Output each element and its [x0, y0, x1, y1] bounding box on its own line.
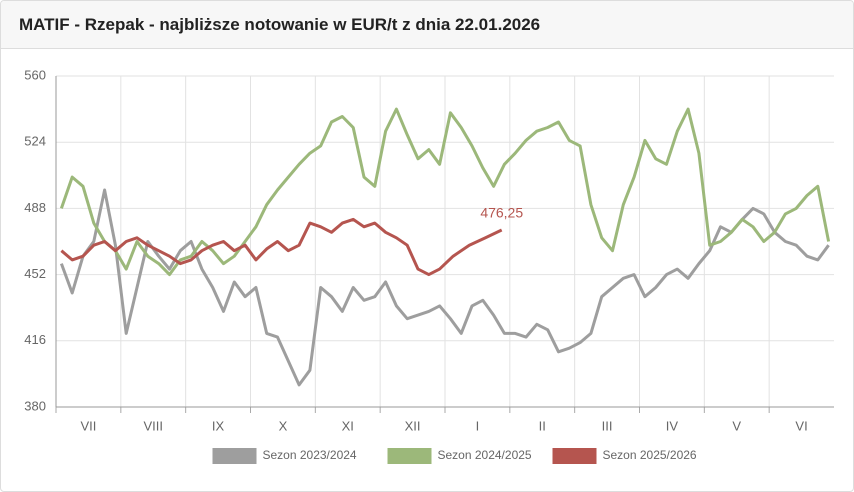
x-tick-label: IX	[212, 418, 225, 433]
legend-label: Sezon 2023/2024	[263, 448, 357, 462]
legend-swatch	[387, 448, 432, 464]
y-tick-label: 452	[24, 266, 46, 281]
x-tick-label: IV	[666, 418, 679, 433]
annotation: 476,25	[480, 205, 523, 221]
legend-label: Sezon 2024/2025	[438, 448, 532, 462]
x-tick-label: I	[476, 418, 480, 433]
legend-swatch	[552, 448, 597, 464]
x-tick-label: III	[602, 418, 613, 433]
x-tick-label: X	[279, 418, 288, 433]
y-tick-label: 524	[24, 134, 46, 149]
x-tick-label: VII	[80, 418, 96, 433]
x-tick-label: V	[732, 418, 741, 433]
y-tick-label: 416	[24, 332, 46, 347]
x-tick-label: XII	[405, 418, 421, 433]
card-title: MATIF - Rzepak - najbliższe notowanie w …	[1, 1, 853, 49]
series-line	[59, 188, 830, 387]
legend-swatch	[212, 448, 257, 464]
x-tick-label: VI	[795, 418, 807, 433]
y-tick-label: 380	[24, 398, 46, 413]
series-line	[60, 217, 503, 277]
x-tick-label: II	[539, 418, 546, 433]
legend-label: Sezon 2025/2026	[603, 448, 697, 462]
y-tick-label: 560	[24, 67, 46, 82]
y-tick-label: 488	[24, 200, 46, 215]
x-tick-label: XI	[342, 418, 354, 433]
series-line	[59, 107, 831, 277]
x-tick-label: VIII	[143, 418, 163, 433]
